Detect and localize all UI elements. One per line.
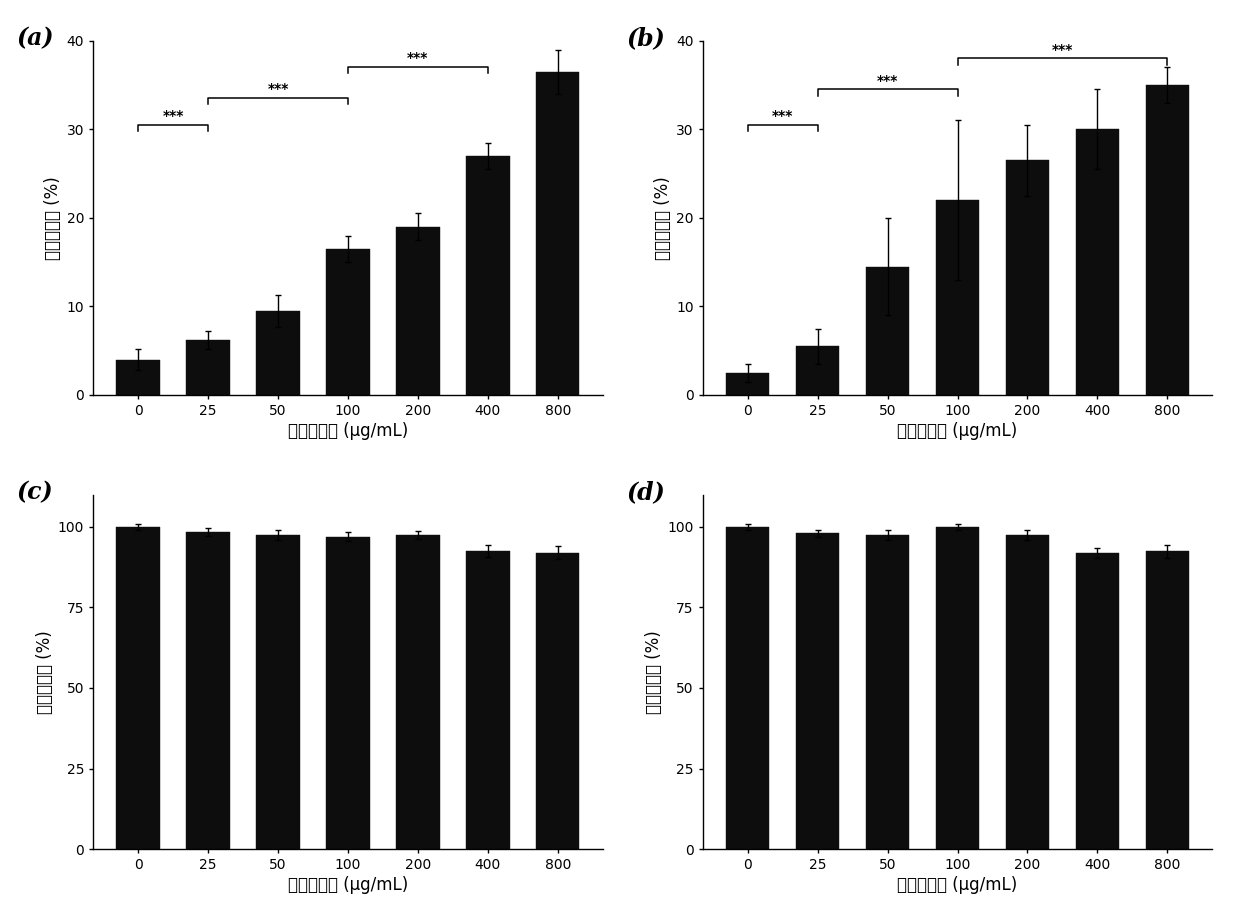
Bar (536, 72, 579, 395)
Bar (186, 340, 229, 395)
Bar (257, 535, 300, 849)
Bar (1146, 551, 1189, 849)
X-axis label: 葫根素浓度 (μg/mL): 葫根素浓度 (μg/mL) (288, 422, 408, 440)
X-axis label: 葫根素浓度 (μg/mL): 葫根素浓度 (μg/mL) (898, 876, 1018, 894)
Bar (186, 532, 229, 849)
Bar (397, 227, 440, 395)
Bar (536, 552, 579, 849)
Text: (b): (b) (626, 27, 665, 51)
Bar (796, 347, 839, 395)
Y-axis label: 细胞抑制率 (%): 细胞抑制率 (%) (653, 176, 672, 260)
Bar (117, 527, 160, 849)
Text: ***: *** (407, 52, 429, 65)
Bar (257, 311, 300, 395)
Bar (466, 156, 510, 395)
Bar (1146, 85, 1189, 395)
Text: ***: *** (268, 82, 289, 97)
Bar (936, 200, 980, 395)
Text: ***: *** (877, 74, 898, 88)
Text: ***: *** (773, 109, 794, 123)
Bar (117, 360, 160, 395)
Y-axis label: 细胞存活率 (%): 细胞存活率 (%) (645, 630, 663, 714)
Bar (1076, 129, 1120, 395)
Y-axis label: 细胞抑制率 (%): 细胞抑制率 (%) (45, 176, 62, 260)
Bar (326, 537, 370, 849)
Text: ***: *** (162, 109, 184, 123)
Bar (326, 249, 370, 395)
Bar (1006, 535, 1049, 849)
Bar (866, 266, 909, 395)
Bar (796, 534, 839, 849)
Bar (397, 535, 440, 849)
Text: ***: *** (1052, 42, 1073, 56)
Text: (a): (a) (17, 27, 55, 51)
Bar (727, 372, 769, 395)
Bar (866, 535, 909, 849)
Bar (1006, 160, 1049, 395)
X-axis label: 葫根素浓度 (μg/mL): 葫根素浓度 (μg/mL) (288, 876, 408, 894)
Y-axis label: 细胞存活率 (%): 细胞存活率 (%) (36, 630, 53, 714)
Text: (d): (d) (626, 480, 665, 504)
Bar (466, 551, 510, 849)
Bar (936, 527, 980, 849)
Text: (c): (c) (17, 480, 53, 504)
Bar (727, 527, 769, 849)
Bar (1076, 552, 1120, 849)
X-axis label: 葫根素浓度 (μg/mL): 葫根素浓度 (μg/mL) (898, 422, 1018, 440)
